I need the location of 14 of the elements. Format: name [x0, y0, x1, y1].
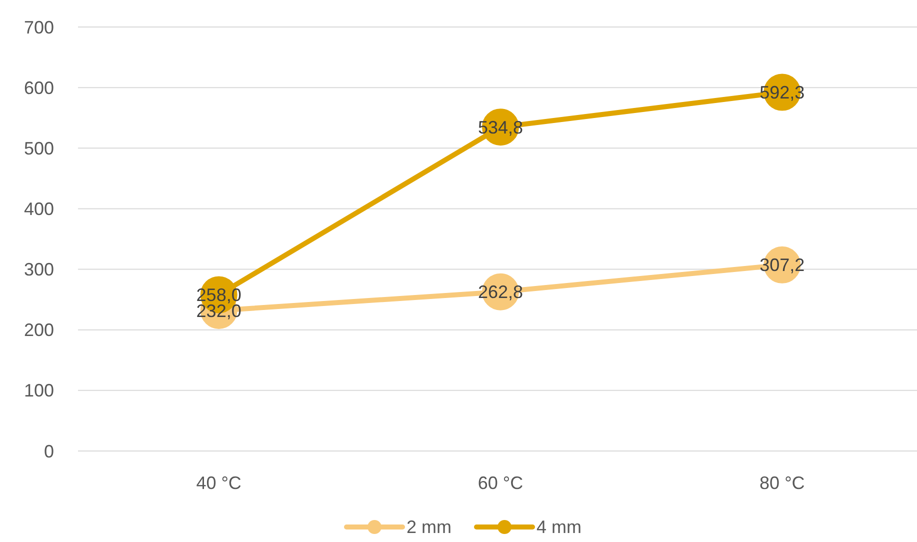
legend-label: 4 mm	[536, 517, 582, 537]
data-label: 262,8	[478, 282, 524, 302]
y-tick-label: 600	[24, 78, 54, 98]
x-tick-label: 80 °C	[760, 473, 805, 493]
y-tick-label: 0	[44, 441, 54, 462]
legend-label: 2 mm	[406, 517, 452, 537]
y-tick-label: 400	[24, 199, 54, 220]
y-tick-label: 200	[24, 320, 54, 340]
y-tick-label: 500	[24, 138, 54, 158]
x-tick-label: 60 °C	[478, 473, 524, 493]
y-tick-label: 700	[24, 17, 54, 38]
x-tick-label: 40 °C	[196, 473, 242, 493]
y-tick-label: 300	[24, 260, 54, 280]
y-tick-label: 100	[24, 380, 54, 401]
